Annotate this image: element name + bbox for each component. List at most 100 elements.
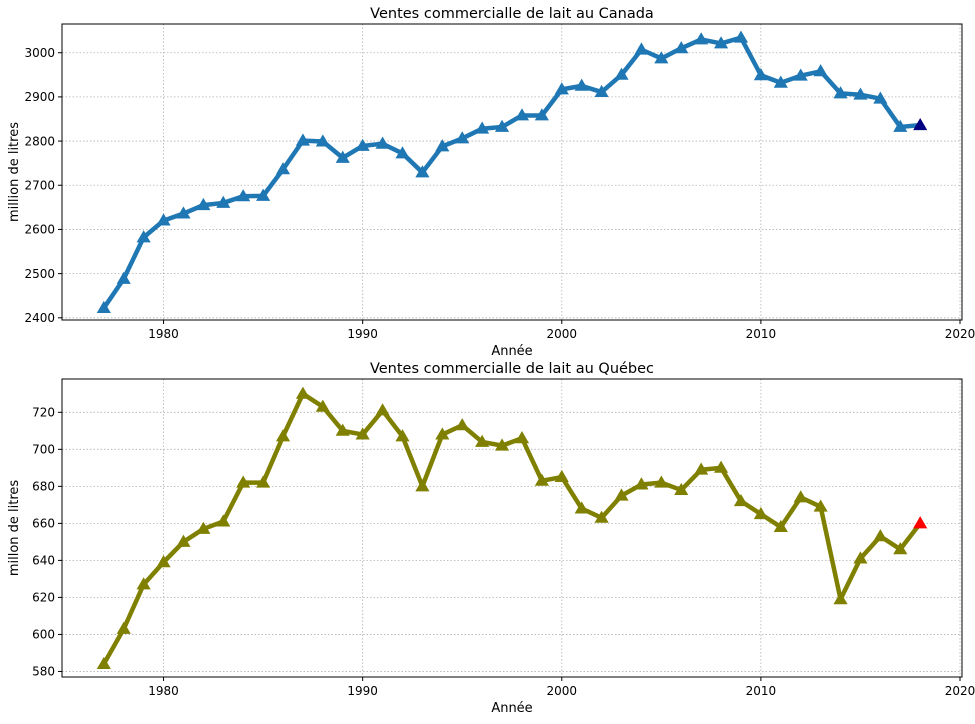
chart-2-data-point: [853, 551, 868, 564]
chart-1-data-point: [554, 82, 569, 95]
chart-1-data-point: [893, 119, 908, 132]
chart-1-x-axis-label: Année: [491, 344, 532, 359]
chart-1-data-point: [853, 87, 868, 100]
chart-1-data-point: [873, 91, 888, 104]
chart-2-data-point: [873, 529, 888, 542]
chart-1-data-point: [196, 197, 211, 211]
chart-1-data-point: [574, 78, 589, 91]
chart-1-data-point: [176, 206, 191, 219]
chart-1: 1980 1990 2000 2010 2020 2400 2500 2600 2700 2800…: [7, 6, 975, 359]
chart-2-data-point: [116, 621, 131, 634]
chart-1-x-tick-label: 2020: [945, 327, 975, 341]
chart-1-data-point: [694, 32, 709, 45]
chart-1-y-tick-label: 2400: [24, 311, 55, 325]
chart-1-data-point: [793, 68, 808, 81]
chart-1-x-tick-label: 1980: [148, 327, 179, 341]
chart-2-x-tick-label: 2000: [547, 684, 578, 698]
chart-1-plot-frame: [61, 23, 963, 321]
chart-2-data-point: [96, 656, 111, 670]
chart-2-data-point: [275, 429, 291, 442]
chart-2-y-tick-label: 660: [32, 517, 55, 531]
chart-2-data-point: [216, 514, 231, 527]
chart-1-data-point: [96, 300, 111, 314]
chart-2-data-point: [733, 493, 749, 507]
chart-1-data-point: [256, 188, 271, 201]
chart-2-data-point: [256, 475, 271, 488]
chart-2-data-point: [753, 506, 768, 520]
chart-1-data-point: [216, 195, 231, 208]
chart-2-data-point: [455, 418, 470, 431]
chart-2-data-point: [833, 592, 848, 605]
chart-2-data-point: [793, 490, 808, 503]
chart-1-data-point: [714, 36, 729, 49]
chart-2-data-point: [514, 431, 530, 444]
chart-1-data-point: [156, 213, 171, 226]
chart-1-highlight-point: [913, 117, 928, 131]
chart-1-x-tick-label: 1990: [347, 327, 378, 341]
chart-1-data-point: [315, 134, 330, 147]
chart-1-data-point: [475, 121, 490, 134]
chart-1-y-tick-label: 2500: [24, 267, 55, 281]
chart-2-data-point: [156, 555, 171, 568]
chart-2-x-tick-label: 2010: [746, 684, 777, 698]
chart-1-data-point: [415, 165, 430, 178]
chart-1-data-point: [654, 51, 669, 64]
chart-2-data-point: [355, 427, 370, 440]
chart-2-data-point: [435, 427, 450, 440]
chart-1-data-point: [614, 67, 629, 80]
chart-2-data-point: [694, 462, 709, 475]
chart-2-y-tick-label: 600: [32, 628, 55, 642]
chart-2-data-point: [236, 475, 251, 488]
chart-2-data-point: [813, 499, 828, 512]
chart-1-data-point: [395, 146, 410, 159]
chart-2-x-tick-label: 1990: [347, 684, 378, 698]
chart-1-y-tick-label: 2600: [24, 223, 55, 237]
chart-1-x-tick-label: 2010: [746, 327, 777, 341]
chart-2-data-point: [295, 386, 310, 399]
chart-2-data-point: [534, 473, 549, 486]
chart-2-data-point: [375, 403, 390, 416]
chart-2-data-point: [574, 501, 589, 514]
chart-2-data-point: [773, 519, 788, 533]
chart-2-y-tick-label: 620: [32, 591, 55, 605]
chart-2-data-point: [594, 510, 609, 523]
chart-1-data-point: [534, 108, 549, 121]
chart-2-data-point: [415, 479, 430, 492]
chart-1-title: Ventes commercialle de lait au Canada: [370, 6, 654, 22]
chart-1-y-tick-label: 2700: [24, 178, 55, 192]
chart-2-data-point: [494, 438, 510, 451]
chart-1-data-point: [674, 41, 689, 54]
chart-1-y-axis-label: million de litres: [7, 122, 22, 222]
chart-1-data-point: [813, 64, 828, 77]
chart-2-x-tick-label: 1980: [148, 684, 179, 698]
chart-1-data-point: [594, 84, 609, 97]
chart-2-data-point: [634, 477, 649, 490]
chart-1-data-point: [335, 150, 350, 163]
chart-2-plot-frame: [61, 378, 963, 678]
chart-1-y-tick-label: 2800: [24, 134, 55, 148]
chart-2-y-tick-label: 640: [32, 554, 55, 568]
chart-2-data-point: [654, 475, 669, 488]
chart-2-data-point: [395, 429, 410, 442]
chart-1-data-point: [833, 86, 848, 99]
chart-2-series-line: [101, 391, 923, 667]
chart-2-data-point: [614, 488, 629, 501]
chart-1-data-point: [435, 139, 450, 152]
chart-1-data-point: [275, 162, 291, 175]
chart-1-data-point: [375, 136, 390, 149]
chart-1-data-point: [136, 230, 151, 243]
chart-2-data-point: [196, 521, 211, 534]
chart-2-data-point: [475, 434, 490, 447]
chart-2-data-point: [674, 482, 689, 496]
chart-2-data-point: [714, 460, 729, 473]
chart-1-data-point: [634, 42, 649, 55]
chart-1-data-point: [494, 119, 510, 132]
chart-1-data-point: [753, 68, 768, 81]
chart-1-data-point: [733, 30, 749, 43]
chart-1-data-point: [355, 138, 370, 151]
chart-2-y-tick-label: 720: [32, 406, 55, 420]
chart-2-data-point: [136, 577, 151, 590]
chart-2-title: Ventes commercialle de lait au Québec: [370, 361, 654, 377]
